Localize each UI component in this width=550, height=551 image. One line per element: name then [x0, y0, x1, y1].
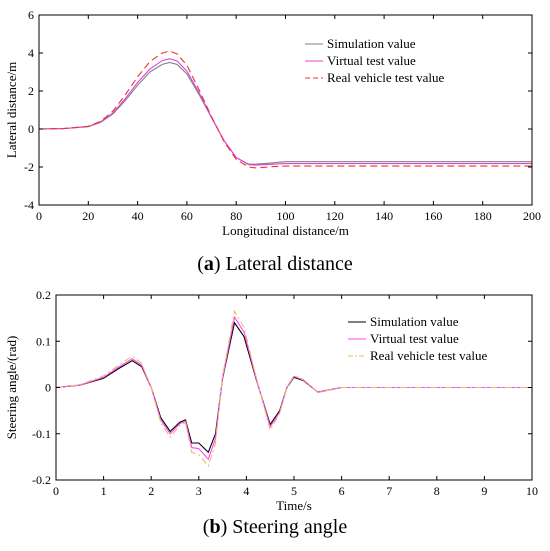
- caption-b: (b) Steering angle: [0, 516, 550, 539]
- x-tick-label: 4: [243, 484, 249, 498]
- y-tick-label: 4: [28, 46, 34, 60]
- legend-label-2: Virtual test value: [370, 331, 459, 346]
- x-tick-label: 160: [424, 209, 442, 223]
- x-tick-label: 80: [230, 209, 242, 223]
- x-tick-label: 3: [196, 484, 202, 498]
- x-axis-label: Time/s: [276, 498, 312, 513]
- x-tick-label: 0: [36, 209, 42, 223]
- y-tick-label: -2: [24, 160, 34, 174]
- y-tick-label: 2: [28, 84, 34, 98]
- x-tick-label: 10: [526, 484, 538, 498]
- caption-b-text: Steering angle: [232, 516, 347, 538]
- lateral-distance-chart: 0 20 40 60 80 100 120 140 160 180 200 -4 -2 0 2 4 6 Longi…: [4, 8, 541, 238]
- y-tick-label: 0.1: [36, 334, 51, 348]
- y-axis-label: Lateral distance/m: [4, 62, 19, 158]
- x-tick-label: 2: [148, 484, 154, 498]
- x-tick-label: 40: [132, 209, 144, 223]
- series-line-3: [56, 311, 532, 466]
- x-tick-label: 6: [339, 484, 345, 498]
- x-tick-label: 180: [474, 209, 492, 223]
- series-line-2: [39, 59, 532, 165]
- x-tick-label: 100: [277, 209, 295, 223]
- x-axis-label: Longitudinal distance/m: [222, 223, 349, 238]
- x-tick-label: 60: [181, 209, 193, 223]
- steering-angle-chart: 0 1 2 3 4 5 6 7 8 9 10 -0.2 -0.1 0 0.1 0.2 Time/s Steerin…: [4, 288, 538, 513]
- x-tick-label: 200: [523, 209, 541, 223]
- y-tick-label: -0.2: [32, 473, 51, 487]
- x-tick-label: 1: [101, 484, 107, 498]
- legend-label-3: Real vehicle test value: [370, 348, 488, 363]
- y-tick-label: -0.1: [32, 427, 51, 441]
- x-tick-label: 5: [291, 484, 297, 498]
- x-tick-label: 120: [326, 209, 344, 223]
- x-tick-label: 0: [53, 484, 59, 498]
- legend-label-2: Virtual test value: [327, 53, 416, 68]
- legend-label-1: Simulation value: [327, 36, 416, 51]
- x-tick-label: 9: [481, 484, 487, 498]
- plot-frame: [39, 15, 532, 205]
- x-tick-label: 20: [82, 209, 94, 223]
- y-tick-label: 0.2: [36, 288, 51, 302]
- series-line-2: [56, 317, 532, 459]
- y-tick-label: 6: [28, 8, 34, 22]
- legend-label-1: Simulation value: [370, 314, 459, 329]
- caption-a: (a) Lateral distance: [0, 253, 550, 276]
- y-axis-label: Steering angle/(rad): [4, 336, 19, 440]
- x-tick-label: 140: [375, 209, 393, 223]
- y-tick-label: 0: [45, 381, 51, 395]
- y-tick-label: -4: [24, 198, 34, 212]
- legend-label-3: Real vehicle test value: [327, 70, 445, 85]
- x-tick-label: 8: [434, 484, 440, 498]
- caption-a-text: Lateral distance: [226, 253, 353, 275]
- series-line-3: [39, 51, 532, 168]
- y-tick-label: 0: [28, 122, 34, 136]
- x-tick-label: 7: [386, 484, 392, 498]
